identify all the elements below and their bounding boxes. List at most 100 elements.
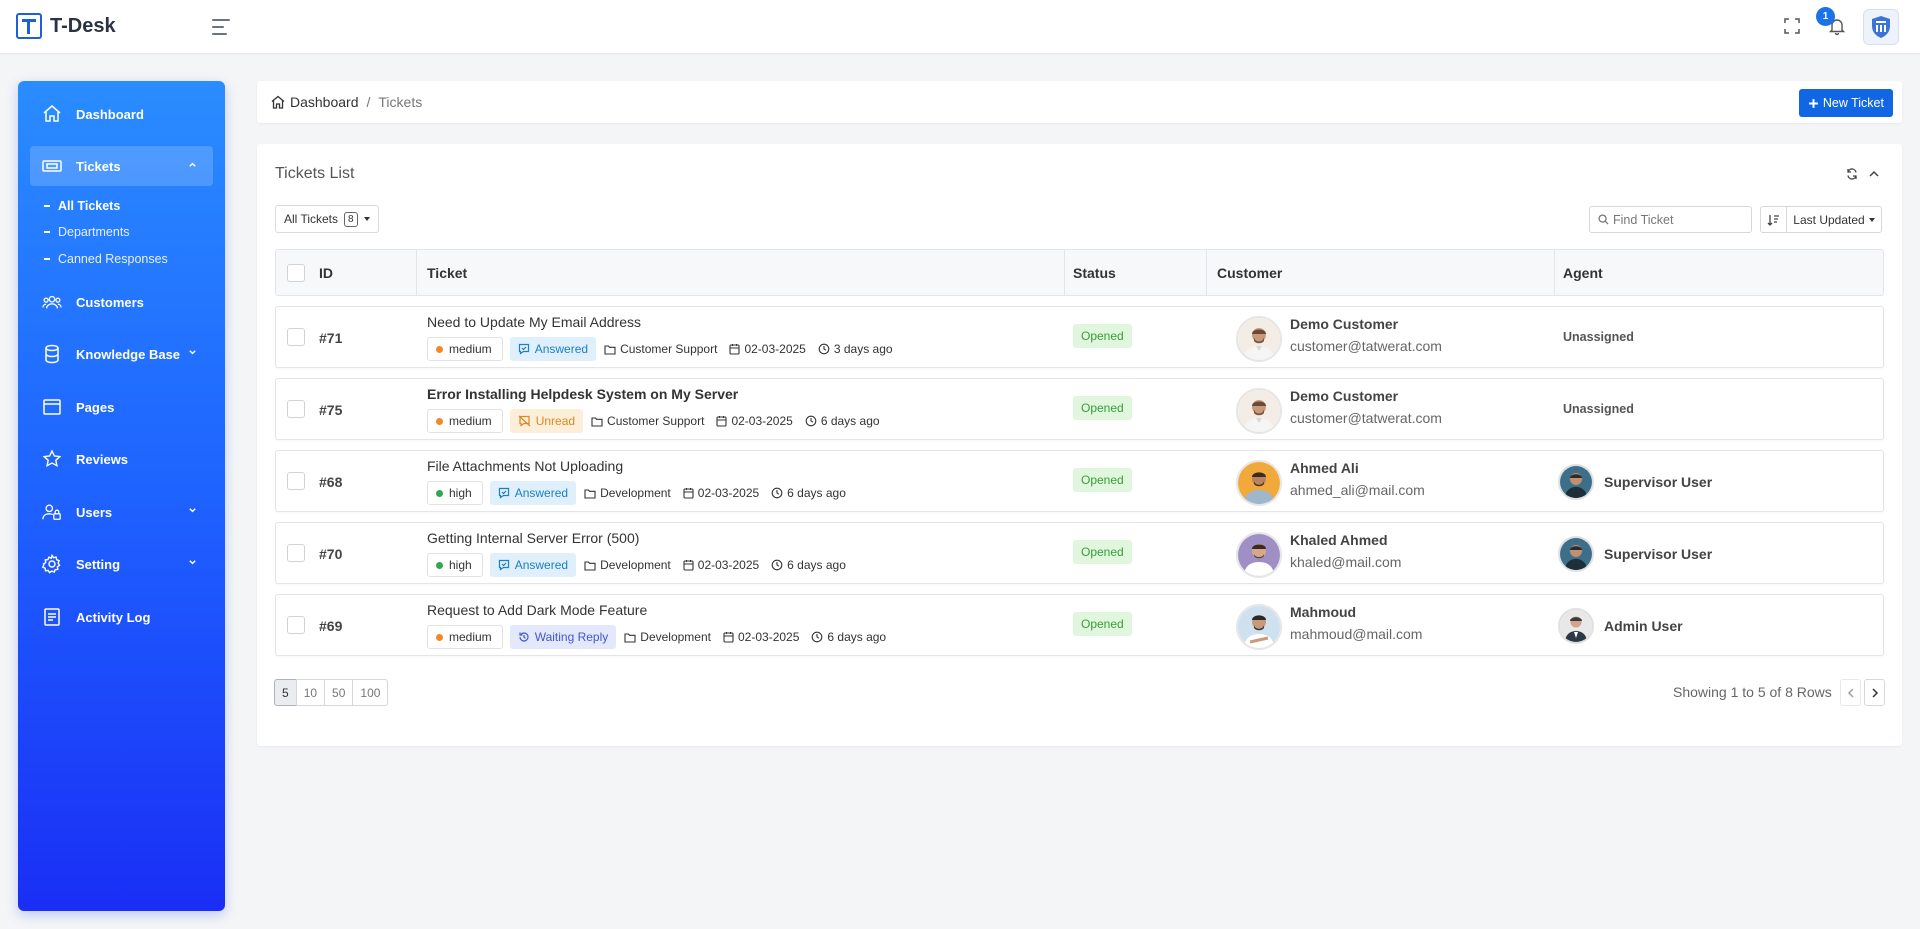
- table-row[interactable]: #69 Request to Add Dark Mode Feature med…: [275, 594, 1884, 656]
- sidebar-item-activity-log[interactable]: Activity Log: [30, 597, 213, 637]
- sidebar-item-pages[interactable]: Pages: [30, 387, 213, 427]
- table-row[interactable]: #75 Error Installing Helpdesk System on …: [275, 378, 1884, 440]
- sidebar-item-dashboard[interactable]: Dashboard: [30, 94, 213, 134]
- row-checkbox[interactable]: [287, 472, 305, 490]
- ticket-id: #75: [319, 402, 343, 418]
- folder-icon: [584, 488, 596, 499]
- priority-label: high: [449, 558, 472, 572]
- reply-status-label: Answered: [514, 486, 569, 500]
- sidebar-item-customers[interactable]: Customers: [30, 282, 213, 322]
- priority-label: high: [449, 486, 472, 500]
- chevron-down-icon: [189, 350, 196, 355]
- ticket-meta: high Answered Development 02-03-2025 6 d…: [427, 481, 858, 505]
- row-checkbox[interactable]: [287, 544, 305, 562]
- row-checkbox[interactable]: [287, 328, 305, 346]
- customer-avatar: [1236, 316, 1282, 362]
- fullscreen-icon[interactable]: [1782, 16, 1802, 36]
- gear-icon: [42, 554, 62, 574]
- customer-email: mahmoud@mail.com: [1290, 626, 1423, 642]
- prev-page-button[interactable]: [1840, 679, 1861, 706]
- sort-icon: [1767, 214, 1779, 226]
- sidebar-item-setting[interactable]: Setting: [30, 544, 213, 584]
- priority-badge: medium: [427, 337, 503, 361]
- page-size-option[interactable]: 5: [274, 679, 297, 706]
- sidebar-item-users[interactable]: Users: [30, 492, 213, 532]
- status-badge: Opened: [1073, 540, 1132, 564]
- menu-toggle-icon[interactable]: [212, 19, 230, 35]
- ticket-id: #70: [319, 546, 343, 562]
- agent-avatar: [1558, 536, 1594, 572]
- row-checkbox[interactable]: [287, 616, 305, 634]
- app-name: T-Desk: [50, 14, 116, 37]
- customer-name: Mahmoud: [1290, 604, 1357, 620]
- page-size-option[interactable]: 10: [295, 679, 326, 706]
- select-all-checkbox[interactable]: [287, 264, 305, 282]
- bell-icon[interactable]: [1827, 16, 1847, 36]
- created-date: 02-03-2025: [716, 414, 793, 428]
- sort-by-dropdown[interactable]: Last Updated: [1786, 206, 1882, 233]
- ticket-title[interactable]: File Attachments Not Uploading: [427, 458, 624, 474]
- search-input[interactable]: [1613, 212, 1743, 227]
- table-row[interactable]: #71 Need to Update My Email Address medi…: [275, 306, 1884, 368]
- sort-direction-button[interactable]: [1760, 206, 1787, 233]
- priority-dot-icon: [436, 489, 443, 497]
- sidebar-item-label: Knowledge Base: [76, 346, 181, 362]
- updated-ago: 6 days ago: [771, 486, 846, 500]
- status-badge: Opened: [1073, 468, 1132, 492]
- customer-avatar: [1236, 460, 1282, 506]
- sub-label: Canned Responses: [58, 252, 168, 266]
- agent-name: Admin User: [1604, 618, 1683, 634]
- page-size-option[interactable]: 100: [352, 679, 389, 706]
- calendar-icon: [723, 632, 734, 643]
- reply-status-badge: Unread: [509, 409, 584, 433]
- calendar-icon: [716, 416, 727, 427]
- home-icon: [42, 104, 62, 124]
- sidebar-sub-canned-responses[interactable]: Canned Responses: [44, 252, 168, 266]
- collapse-icon[interactable]: [1868, 168, 1880, 180]
- table-row[interactable]: #68 File Attachments Not Uploading high …: [275, 450, 1884, 512]
- priority-label: medium: [449, 342, 492, 356]
- priority-label: medium: [449, 414, 492, 428]
- priority-dot-icon: [436, 417, 443, 425]
- sidebar-item-knowledge-base[interactable]: Knowledge Base: [30, 334, 213, 374]
- ticket-title[interactable]: Request to Add Dark Mode Feature: [427, 602, 648, 618]
- next-page-button[interactable]: [1864, 679, 1885, 706]
- ticket-filter-dropdown[interactable]: All Tickets 8: [275, 205, 379, 233]
- ticket-title[interactable]: Getting Internal Server Error (500): [427, 530, 640, 546]
- column-header-status[interactable]: Status: [1073, 265, 1116, 281]
- priority-dot-icon: [436, 561, 443, 569]
- row-checkbox[interactable]: [287, 400, 305, 418]
- breadcrumb-current: Tickets: [378, 94, 423, 110]
- document-list-icon: [42, 607, 62, 627]
- reply-status-badge: Answered: [509, 337, 597, 361]
- new-ticket-button[interactable]: New Ticket: [1798, 89, 1893, 117]
- ticket-title[interactable]: Need to Update My Email Address: [427, 314, 641, 330]
- column-header-ticket[interactable]: Ticket: [427, 265, 468, 281]
- user-avatar[interactable]: [1863, 9, 1899, 45]
- status-badge: Opened: [1073, 612, 1132, 636]
- customer-avatar: [1236, 604, 1282, 650]
- sidebar-sub-departments[interactable]: Departments: [44, 225, 130, 239]
- logo[interactable]: T-Desk: [16, 13, 116, 39]
- column-header-agent[interactable]: Agent: [1563, 265, 1603, 281]
- sidebar-item-reviews[interactable]: Reviews: [30, 439, 213, 479]
- table-row[interactable]: #70 Getting Internal Server Error (500) …: [275, 522, 1884, 584]
- breadcrumb-home[interactable]: Dashboard: [271, 94, 359, 110]
- notification-badge: 1: [1816, 7, 1835, 26]
- sidebar-item-tickets[interactable]: Tickets: [30, 146, 213, 186]
- reply-status-label: Waiting Reply: [534, 630, 609, 644]
- ticket-meta: medium Answered Customer Support 02-03-2…: [427, 337, 905, 361]
- breadcrumb-home-label: Dashboard: [290, 94, 359, 110]
- ticket-id: #71: [319, 330, 343, 346]
- sub-label: Departments: [58, 225, 130, 239]
- sort-label: Last Updated: [1793, 212, 1865, 227]
- page-size-option[interactable]: 50: [324, 679, 354, 706]
- sidebar: Dashboard Tickets All Tickets Department…: [18, 81, 225, 911]
- folder-icon: [584, 560, 596, 571]
- caret-down-icon: [363, 217, 370, 221]
- ticket-title[interactable]: Error Installing Helpdesk System on My S…: [427, 386, 739, 402]
- column-header-id[interactable]: ID: [319, 265, 333, 281]
- sidebar-sub-all-tickets[interactable]: All Tickets: [44, 199, 120, 213]
- refresh-icon[interactable]: [1846, 168, 1858, 180]
- column-header-customer[interactable]: Customer: [1217, 265, 1283, 281]
